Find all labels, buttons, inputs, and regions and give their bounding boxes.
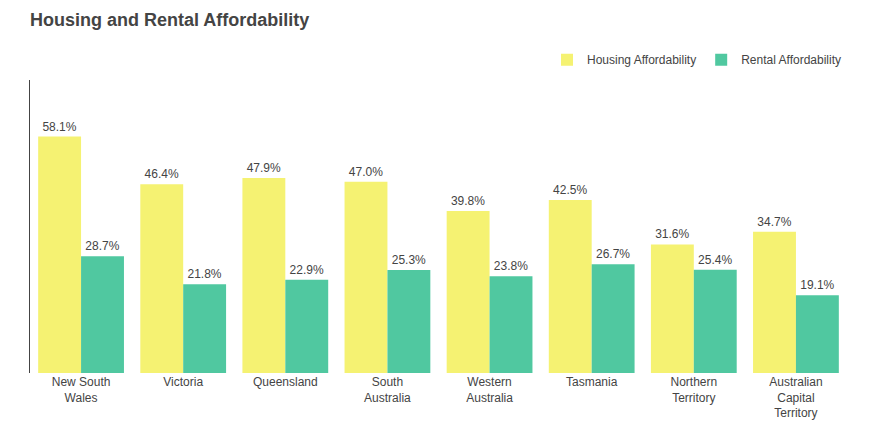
svg-text:58.1%: 58.1% [42, 120, 76, 134]
svg-text:New SouthWales: New SouthWales [52, 375, 111, 405]
svg-text:28.7%: 28.7% [85, 239, 119, 253]
svg-text:26.7%: 26.7% [596, 247, 630, 261]
svg-text:46.4%: 46.4% [145, 167, 179, 181]
svg-text:47.9%: 47.9% [247, 161, 281, 175]
svg-text:42.5%: 42.5% [553, 183, 587, 197]
svg-text:34.7%: 34.7% [757, 215, 791, 229]
svg-text:19.1%: 19.1% [800, 278, 834, 292]
svg-text:Housing and Rental Affordabili: Housing and Rental Affordability [30, 10, 309, 30]
svg-text:39.8%: 39.8% [451, 194, 485, 208]
svg-text:NorthernTerritory: NorthernTerritory [670, 375, 717, 405]
svg-text:47.0%: 47.0% [349, 165, 383, 179]
svg-text:25.3%: 25.3% [392, 253, 426, 267]
svg-text:22.9%: 22.9% [290, 263, 324, 277]
svg-text:Queensland: Queensland [253, 375, 318, 389]
svg-text:Victoria: Victoria [163, 375, 203, 389]
svg-text:WesternAustralia: WesternAustralia [466, 375, 513, 405]
svg-text:Tasmania: Tasmania [566, 375, 618, 389]
svg-text:AustralianCapitalTerritory: AustralianCapitalTerritory [769, 375, 822, 420]
svg-text:23.8%: 23.8% [494, 259, 528, 273]
svg-text:31.6%: 31.6% [655, 227, 689, 241]
svg-text:SouthAustralia: SouthAustralia [364, 375, 411, 405]
svg-text:21.8%: 21.8% [187, 267, 221, 281]
svg-text:Housing Affordability: Housing Affordability [587, 53, 696, 67]
svg-text:25.4%: 25.4% [698, 253, 732, 267]
svg-text:Rental Affordability: Rental Affordability [741, 53, 841, 67]
